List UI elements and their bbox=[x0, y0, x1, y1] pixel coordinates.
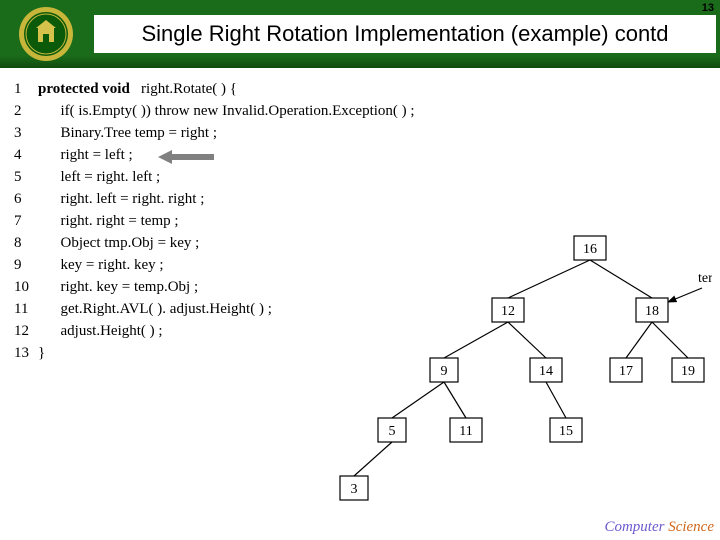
tree-diagram: temp 16 12 18 9 14 17 19 5 11 15 3 bbox=[322, 208, 712, 508]
line-number: 2 bbox=[10, 100, 34, 122]
highlight-arrow-icon bbox=[158, 150, 214, 169]
svg-text:9: 9 bbox=[441, 364, 448, 379]
code-line: right. left = right. right ; bbox=[34, 188, 419, 210]
code-line: protected void right.Rotate( ) { bbox=[34, 78, 419, 100]
svg-text:15: 15 bbox=[559, 424, 573, 439]
svg-text:17: 17 bbox=[619, 364, 633, 379]
svg-text:temp: temp bbox=[698, 271, 712, 286]
logo-word-computer: Computer bbox=[604, 519, 664, 535]
line-number: 4 bbox=[10, 144, 34, 166]
content-area: 1protected void right.Rotate( ) {2 if( i… bbox=[0, 68, 720, 364]
svg-text:3: 3 bbox=[351, 482, 358, 497]
code-line: if( is.Empty( )) throw new Invalid.Opera… bbox=[34, 100, 419, 122]
code-line: left = right. left ; bbox=[34, 166, 419, 188]
code-line: Binary.Tree temp = right ; bbox=[34, 122, 419, 144]
computer-science-logo: Computer Science bbox=[604, 519, 714, 536]
line-number: 10 bbox=[10, 276, 34, 298]
code-line: right = left ; bbox=[34, 144, 419, 166]
svg-text:5: 5 bbox=[389, 424, 396, 439]
slide-number: 13 bbox=[702, 2, 714, 14]
svg-text:16: 16 bbox=[583, 242, 597, 257]
line-number: 7 bbox=[10, 210, 34, 232]
line-number: 9 bbox=[10, 254, 34, 276]
svg-text:14: 14 bbox=[539, 364, 553, 379]
slide-title: Single Right Rotation Implementation (ex… bbox=[94, 15, 716, 53]
line-number: 6 bbox=[10, 188, 34, 210]
line-number: 13 bbox=[10, 342, 34, 364]
line-number: 12 bbox=[10, 320, 34, 342]
svg-text:18: 18 bbox=[645, 304, 659, 319]
line-number: 1 bbox=[10, 78, 34, 100]
line-number: 11 bbox=[10, 298, 34, 320]
svg-text:12: 12 bbox=[501, 304, 515, 319]
line-number: 3 bbox=[10, 122, 34, 144]
line-number: 8 bbox=[10, 232, 34, 254]
slide-header: Single Right Rotation Implementation (ex… bbox=[0, 0, 720, 68]
logo-word-science: Science bbox=[668, 519, 714, 535]
line-number: 5 bbox=[10, 166, 34, 188]
university-logo bbox=[18, 6, 74, 62]
svg-text:19: 19 bbox=[681, 364, 695, 379]
svg-text:11: 11 bbox=[459, 424, 472, 439]
